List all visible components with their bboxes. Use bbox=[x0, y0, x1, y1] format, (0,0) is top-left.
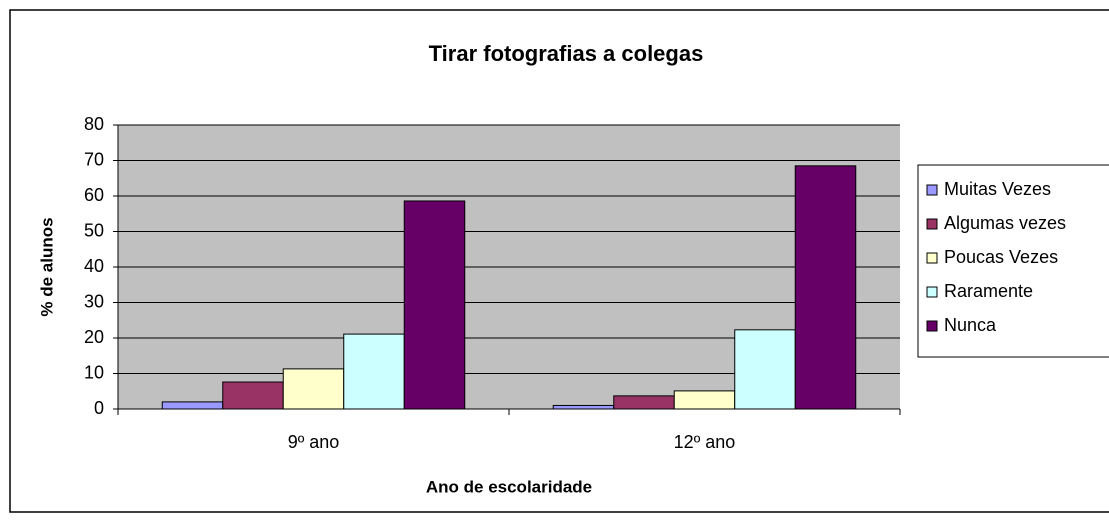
y-tick-label: 50 bbox=[84, 220, 104, 240]
bar bbox=[222, 381, 284, 410]
y-tick-label: 20 bbox=[84, 327, 104, 347]
y-tick-label: 60 bbox=[84, 185, 104, 205]
legend-label: Poucas Vezes bbox=[944, 247, 1058, 267]
chart-title: Tirar fotografias a colegas bbox=[429, 41, 704, 66]
y-tick-label: 70 bbox=[84, 149, 104, 169]
bar bbox=[794, 165, 857, 410]
legend-label: Algumas vezes bbox=[944, 213, 1066, 233]
y-tick-label: 80 bbox=[84, 114, 104, 134]
bar bbox=[552, 404, 615, 410]
x-axis-title: Ano de escolaridade bbox=[426, 477, 592, 496]
bar bbox=[673, 390, 736, 410]
legend-swatch bbox=[926, 184, 938, 196]
legend-box bbox=[917, 164, 1109, 358]
legend-swatch bbox=[926, 320, 938, 332]
bar bbox=[343, 333, 405, 410]
bar bbox=[613, 395, 675, 410]
y-axis-title: % de alunos bbox=[37, 217, 56, 316]
x-tick-label: 9º ano bbox=[288, 432, 340, 452]
bar bbox=[403, 200, 466, 410]
bar bbox=[282, 368, 345, 410]
legend-label: Muitas Vezes bbox=[944, 179, 1051, 199]
bar bbox=[161, 401, 224, 410]
y-tick-label: 0 bbox=[94, 398, 104, 418]
legend-swatch bbox=[926, 286, 938, 298]
bar bbox=[734, 329, 796, 410]
legend-label: Nunca bbox=[944, 315, 997, 335]
legend-swatch bbox=[926, 218, 938, 230]
legend-swatch bbox=[926, 252, 938, 264]
y-tick-label: 40 bbox=[84, 256, 104, 276]
y-tick-label: 10 bbox=[84, 362, 104, 382]
legend-label: Raramente bbox=[944, 281, 1033, 301]
y-tick-label: 30 bbox=[84, 291, 104, 311]
x-tick-label: 12º ano bbox=[674, 432, 736, 452]
